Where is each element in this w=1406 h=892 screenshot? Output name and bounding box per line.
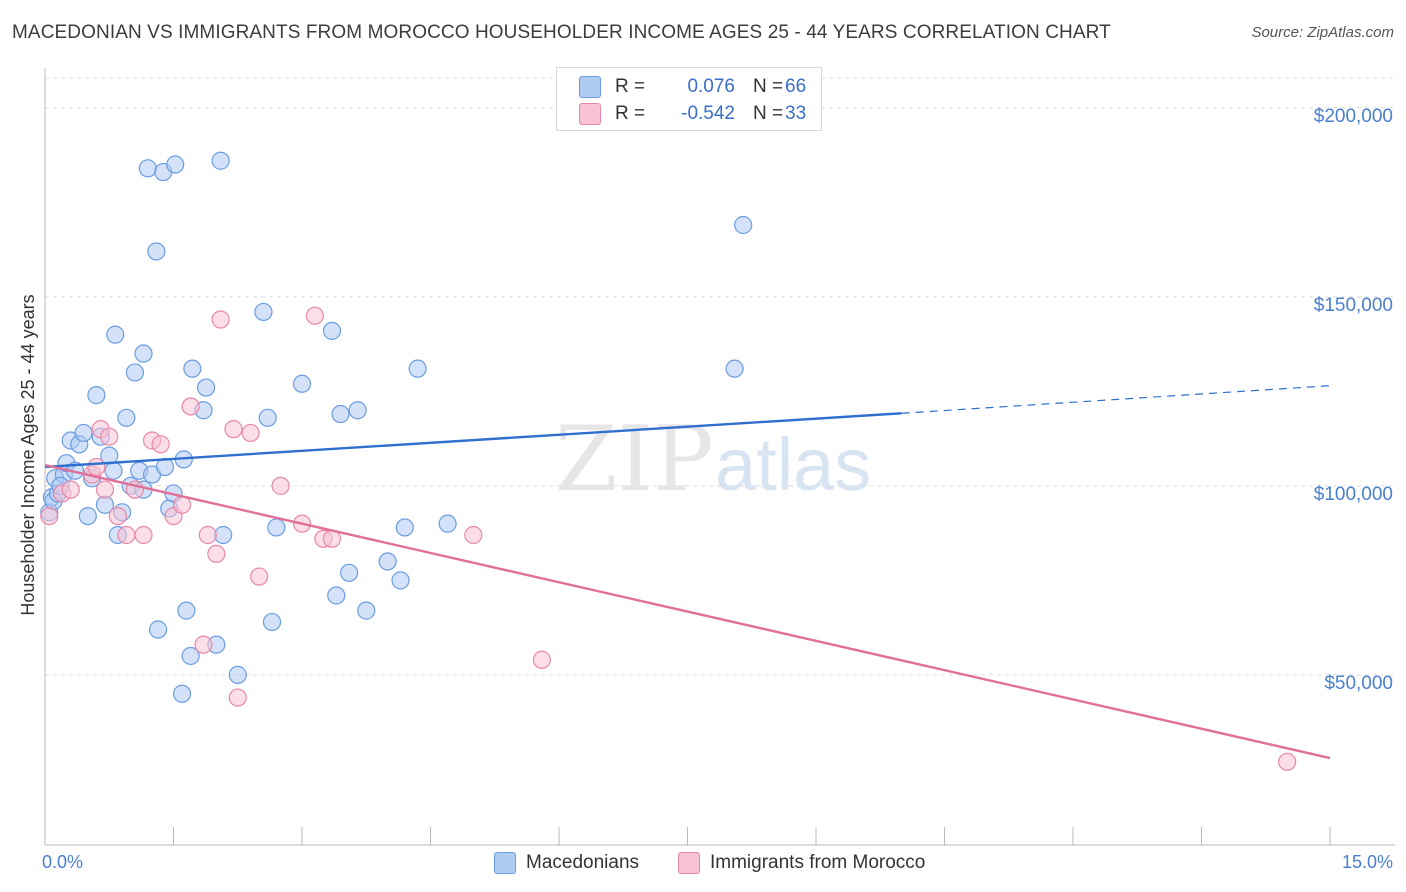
point-macedonians <box>214 525 233 545</box>
legend-row-morocco: R = -0.542 N = 33 <box>579 101 806 127</box>
point-macedonians <box>211 151 230 170</box>
point-morocco <box>241 423 260 443</box>
legend-r-label: R = <box>615 76 646 97</box>
trend-line-macedonians-extension <box>901 385 1331 414</box>
point-morocco <box>151 435 170 454</box>
y-tick-label: $50,000 <box>1324 673 1393 694</box>
trend-line-macedonians <box>44 412 902 469</box>
point-macedonians <box>117 408 136 427</box>
legend-r-value: 0.076 <box>687 76 735 97</box>
series-legend-macedonians: Macedonians <box>494 852 639 874</box>
y-tick-label: $100,000 <box>1314 484 1393 505</box>
point-morocco <box>198 525 217 545</box>
point-morocco <box>1278 752 1297 771</box>
point-macedonians <box>725 359 744 378</box>
point-macedonians <box>408 359 427 378</box>
point-macedonians <box>395 518 414 537</box>
point-morocco <box>250 567 269 586</box>
legend-row-macedonians: R = 0.076 N = 66 <box>579 74 806 100</box>
legend-n-label: N = <box>753 76 784 97</box>
legend-n-value: 33 <box>785 103 807 124</box>
point-macedonians <box>106 325 125 344</box>
series-legend: Macedonians Immigrants from Morocco <box>0 852 1406 878</box>
watermark-zip: ZIP <box>555 407 714 512</box>
point-morocco <box>228 688 247 707</box>
point-macedonians <box>734 215 753 235</box>
series-legend-morocco: Immigrants from Morocco <box>678 852 925 874</box>
series-swatch-macedonians <box>494 852 516 874</box>
axes: $50,000 $100,000 $150,000 $200,000 0.0% 15.0% <box>42 68 1395 872</box>
point-morocco <box>305 306 324 325</box>
point-morocco <box>211 310 230 329</box>
point-macedonians <box>196 378 216 397</box>
point-morocco <box>532 650 551 669</box>
point-macedonians <box>254 302 273 322</box>
point-macedonians <box>87 386 106 405</box>
x-tick-label-min: 0.0% <box>42 852 83 872</box>
point-macedonians <box>104 461 123 480</box>
point-morocco <box>108 506 127 526</box>
trend-lines <box>44 385 1331 760</box>
point-macedonians <box>322 321 342 340</box>
point-macedonians <box>78 506 97 526</box>
point-macedonians <box>148 620 168 639</box>
point-macedonians <box>357 601 376 620</box>
point-morocco <box>134 525 153 545</box>
point-macedonians <box>331 404 350 424</box>
point-morocco <box>95 480 115 499</box>
point-macedonians <box>134 344 153 363</box>
point-morocco <box>181 397 200 416</box>
point-morocco <box>464 525 483 545</box>
point-macedonians <box>262 612 282 632</box>
point-morocco <box>194 635 213 654</box>
point-macedonians <box>125 363 145 382</box>
point-morocco <box>40 506 59 526</box>
point-macedonians <box>138 159 157 178</box>
point-macedonians <box>147 242 166 261</box>
legend-r-value: -0.542 <box>681 103 735 124</box>
y-tick-label: $150,000 <box>1314 295 1393 316</box>
trend-line-morocco <box>44 463 1331 760</box>
source-label: Source: ZipAtlas.com <box>1251 24 1394 41</box>
point-macedonians <box>177 601 196 620</box>
point-macedonians <box>228 665 247 684</box>
point-morocco <box>87 457 106 477</box>
chart-title: MACEDONIAN VS IMMIGRANTS FROM MOROCCO HO… <box>12 22 1111 43</box>
point-macedonians <box>348 401 367 420</box>
series-label-morocco: Immigrants from Morocco <box>710 852 926 873</box>
point-morocco <box>207 544 226 564</box>
legend-n-value: 66 <box>785 76 807 97</box>
y-tick-label: $200,000 <box>1314 106 1393 127</box>
grid <box>45 77 1395 676</box>
point-macedonians <box>267 518 286 537</box>
y-axis-label: Householder Income Ages 25 - 44 years <box>18 294 38 615</box>
point-macedonians <box>378 552 397 571</box>
legend-n-label: N = <box>753 103 784 124</box>
point-morocco <box>271 476 290 495</box>
point-macedonians <box>327 586 346 605</box>
legend-swatch-macedonians <box>579 76 601 98</box>
point-macedonians <box>391 571 410 590</box>
point-macedonians <box>74 423 93 443</box>
correlation-legend: R = 0.076 N = 66 R = -0.542 N = 33 <box>556 67 822 131</box>
legend-r-label: R = <box>615 103 646 124</box>
point-macedonians <box>340 563 359 582</box>
point-macedonians <box>183 359 202 378</box>
legend-swatch-morocco <box>579 103 601 125</box>
watermark-atlas: atlas <box>715 423 871 506</box>
point-macedonians <box>181 646 200 666</box>
x-tick-label-max: 15.0% <box>1342 852 1393 872</box>
point-macedonians <box>166 155 185 174</box>
point-macedonians <box>258 408 277 427</box>
point-morocco <box>100 427 119 446</box>
point-macedonians <box>172 684 192 703</box>
point-morocco <box>224 420 243 439</box>
point-morocco <box>117 525 136 545</box>
point-morocco <box>61 480 80 499</box>
series-swatch-morocco <box>678 852 700 874</box>
point-macedonians <box>292 374 312 393</box>
series-label-macedonians: Macedonians <box>526 852 640 873</box>
point-macedonians <box>438 514 457 533</box>
